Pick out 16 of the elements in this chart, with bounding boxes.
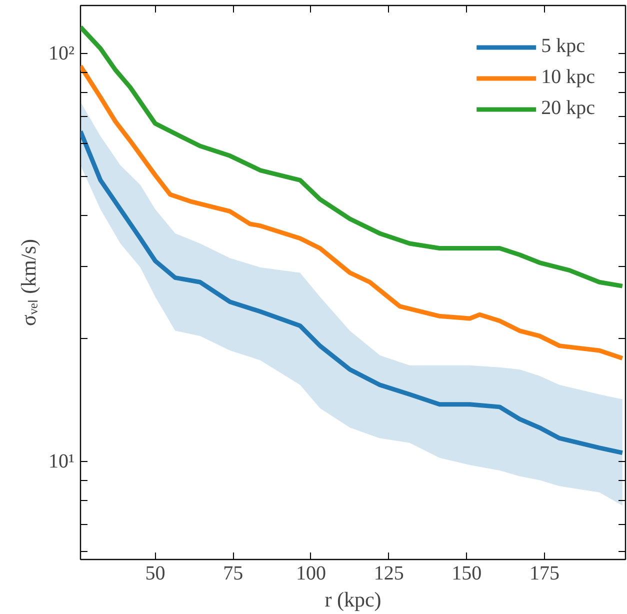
line-series xyxy=(80,64,625,360)
legend-label: 20 kpc xyxy=(541,97,595,120)
legend-label: 5 kpc xyxy=(541,35,585,58)
x-axis-title: r (kpc) xyxy=(324,588,382,612)
y-tick-label: 10¹ xyxy=(48,450,75,472)
line-series xyxy=(80,129,625,456)
x-tick-label: 50 xyxy=(145,562,166,584)
y-axis-title: σᵥₑₗ (km/s) xyxy=(16,239,41,326)
y-tick-label: 10² xyxy=(48,42,75,64)
x-tick-label: 100 xyxy=(296,562,326,584)
x-tick-label: 125 xyxy=(374,562,404,584)
x-tick-label: 150 xyxy=(452,562,482,584)
x-tick-label: 75 xyxy=(223,562,244,584)
x-tick-label: 175 xyxy=(530,562,560,584)
line-series xyxy=(80,24,625,288)
legend-label: 10 kpc xyxy=(541,66,595,89)
